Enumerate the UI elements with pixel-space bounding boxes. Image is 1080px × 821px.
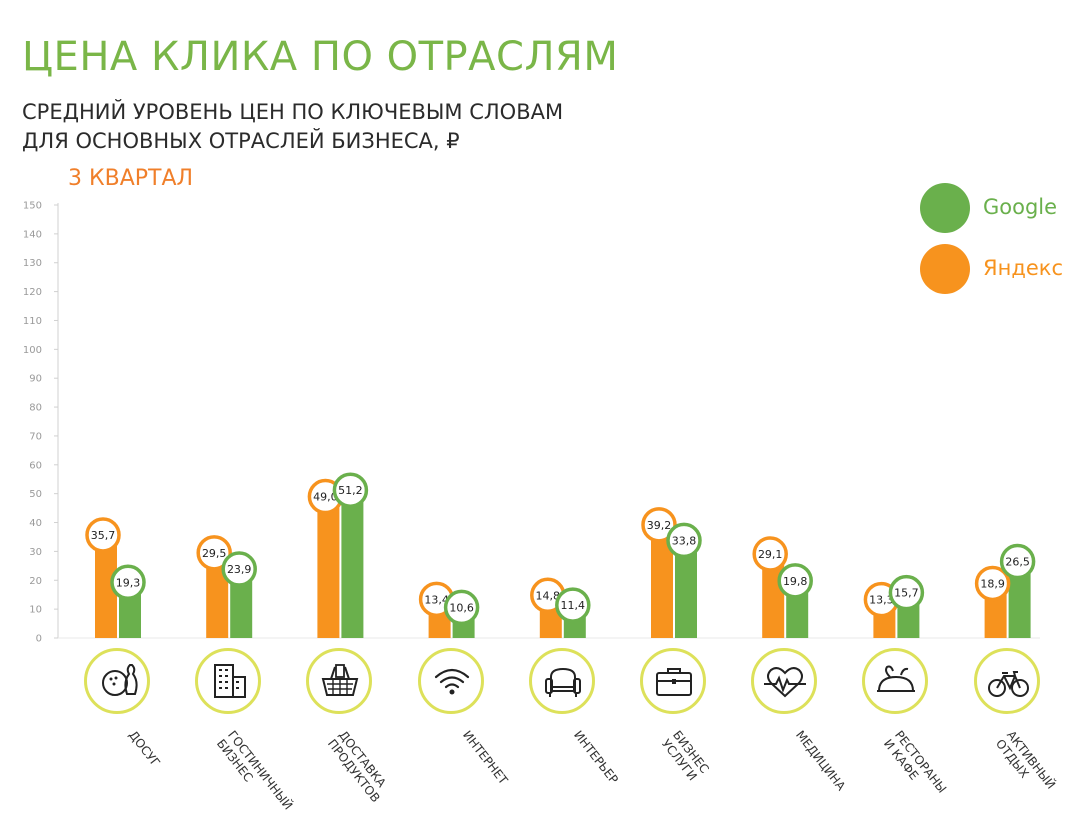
value-bubble-yandex	[196, 535, 232, 571]
briefcase-icon	[656, 668, 692, 696]
value-label-google: 10,6	[449, 601, 474, 614]
value-label-google: 33,8	[672, 534, 697, 547]
y-tick-label: 70	[29, 431, 42, 442]
value-bubble-google	[666, 522, 702, 559]
value-bubble-google	[443, 589, 480, 626]
y-tick-label: 90	[29, 374, 42, 385]
y-tick-label: 110	[23, 316, 42, 327]
category-icon-badge	[973, 648, 1040, 714]
armchair-icon	[544, 667, 581, 697]
bar-yandex	[317, 496, 340, 638]
value-label-yandex: 49,0	[313, 491, 338, 504]
value-label-yandex: 29,5	[202, 547, 227, 560]
period-label: 3 КВАРТАЛ	[68, 166, 194, 191]
bicycle-icon	[987, 671, 1029, 697]
value-label-yandex: 13,3	[869, 594, 894, 607]
bar-google	[1008, 561, 1031, 638]
value-bubble-google	[777, 563, 813, 599]
y-tick-label: 50	[29, 489, 42, 500]
y-tick-label: 10	[29, 605, 42, 616]
y-tick-label: 0	[36, 634, 42, 645]
bar-yandex	[95, 534, 117, 638]
value-bubble-yandex	[752, 536, 788, 572]
category-icon-badge	[417, 648, 484, 714]
y-tick-label: 150	[23, 201, 42, 212]
subtitle-line-2: ДЛЯ ОСНОВНЫХ ОТРАСЛЕЙ БИЗНЕСА, ₽	[22, 129, 460, 153]
value-label-yandex: 14,8	[536, 589, 561, 602]
category-icon-badge	[640, 648, 706, 714]
value-bubble-google	[110, 564, 146, 601]
bar-yandex	[651, 524, 673, 638]
category-icon-badge	[862, 648, 929, 714]
y-tick-label: 100	[23, 345, 42, 356]
value-label-google: 19,8	[783, 575, 808, 588]
y-tick-label: 140	[23, 229, 42, 240]
value-label-google: 19,3	[116, 576, 141, 589]
value-label-google: 26,5	[1005, 556, 1030, 569]
value-label-google: 11,4	[561, 599, 586, 612]
legend-yandex-swatch	[920, 244, 970, 294]
value-label-yandex: 39,2	[647, 519, 672, 532]
value-label-yandex: 29,1	[758, 548, 783, 561]
category-icon-badge	[306, 648, 373, 714]
subtitle-line-1: СРЕДНИЙ УРОВЕНЬ ЦЕН ПО КЛЮЧЕВЫМ СЛОВАМ	[22, 100, 564, 124]
category-icon-badge	[84, 648, 150, 714]
hotel-building-icon	[214, 664, 247, 698]
y-tick-label: 30	[29, 547, 42, 558]
value-bubble-yandex	[641, 507, 677, 543]
wifi-icon	[434, 668, 469, 695]
value-label-yandex: 35,7	[91, 529, 116, 542]
grocery-basket-icon	[322, 664, 359, 696]
value-label-yandex: 18,9	[980, 577, 1005, 590]
category-icon-badge	[528, 648, 595, 714]
y-tick-label: 20	[29, 576, 42, 587]
value-bubble-google	[555, 587, 591, 623]
value-label-google: 15,7	[894, 587, 919, 600]
value-bubble-google	[999, 543, 1036, 580]
y-tick-label: 60	[29, 460, 42, 471]
legend-google: Google	[920, 183, 1070, 237]
chart-subtitle: СРЕДНИЙ УРОВЕНЬ ЦЕН ПО КЛЮЧЕВЫМ СЛОВАМ Д…	[22, 98, 563, 156]
value-bubble-google	[332, 472, 369, 508]
category-icon-badge	[195, 648, 262, 714]
category-icon-badge	[751, 648, 818, 714]
y-tick-label: 120	[23, 287, 42, 298]
bar-google	[675, 540, 697, 638]
legend-google-swatch	[920, 183, 970, 233]
value-label-google: 23,9	[227, 563, 252, 576]
roast-chicken-icon	[877, 665, 916, 692]
heartbeat-icon	[764, 667, 807, 698]
legend-google-label: Google	[983, 195, 1058, 219]
chart-title: ЦЕНА КЛИКА ПО ОТРАСЛЯМ	[22, 34, 619, 80]
bowling-icon	[102, 664, 138, 696]
y-tick-label: 130	[23, 258, 42, 269]
value-label-google: 51,2	[338, 484, 363, 497]
bar-google	[341, 490, 364, 638]
value-bubble-yandex	[974, 565, 1011, 602]
value-bubble-yandex	[85, 517, 121, 553]
legend-yandex: Яндекс	[920, 244, 1070, 298]
value-bubble-google	[888, 574, 925, 611]
y-tick-label: 40	[29, 518, 42, 529]
value-label-yandex: 13,4	[424, 593, 449, 606]
y-tick-label: 80	[29, 403, 42, 414]
legend-yandex-label: Яндекс	[983, 256, 1063, 280]
value-bubble-google	[221, 551, 257, 587]
